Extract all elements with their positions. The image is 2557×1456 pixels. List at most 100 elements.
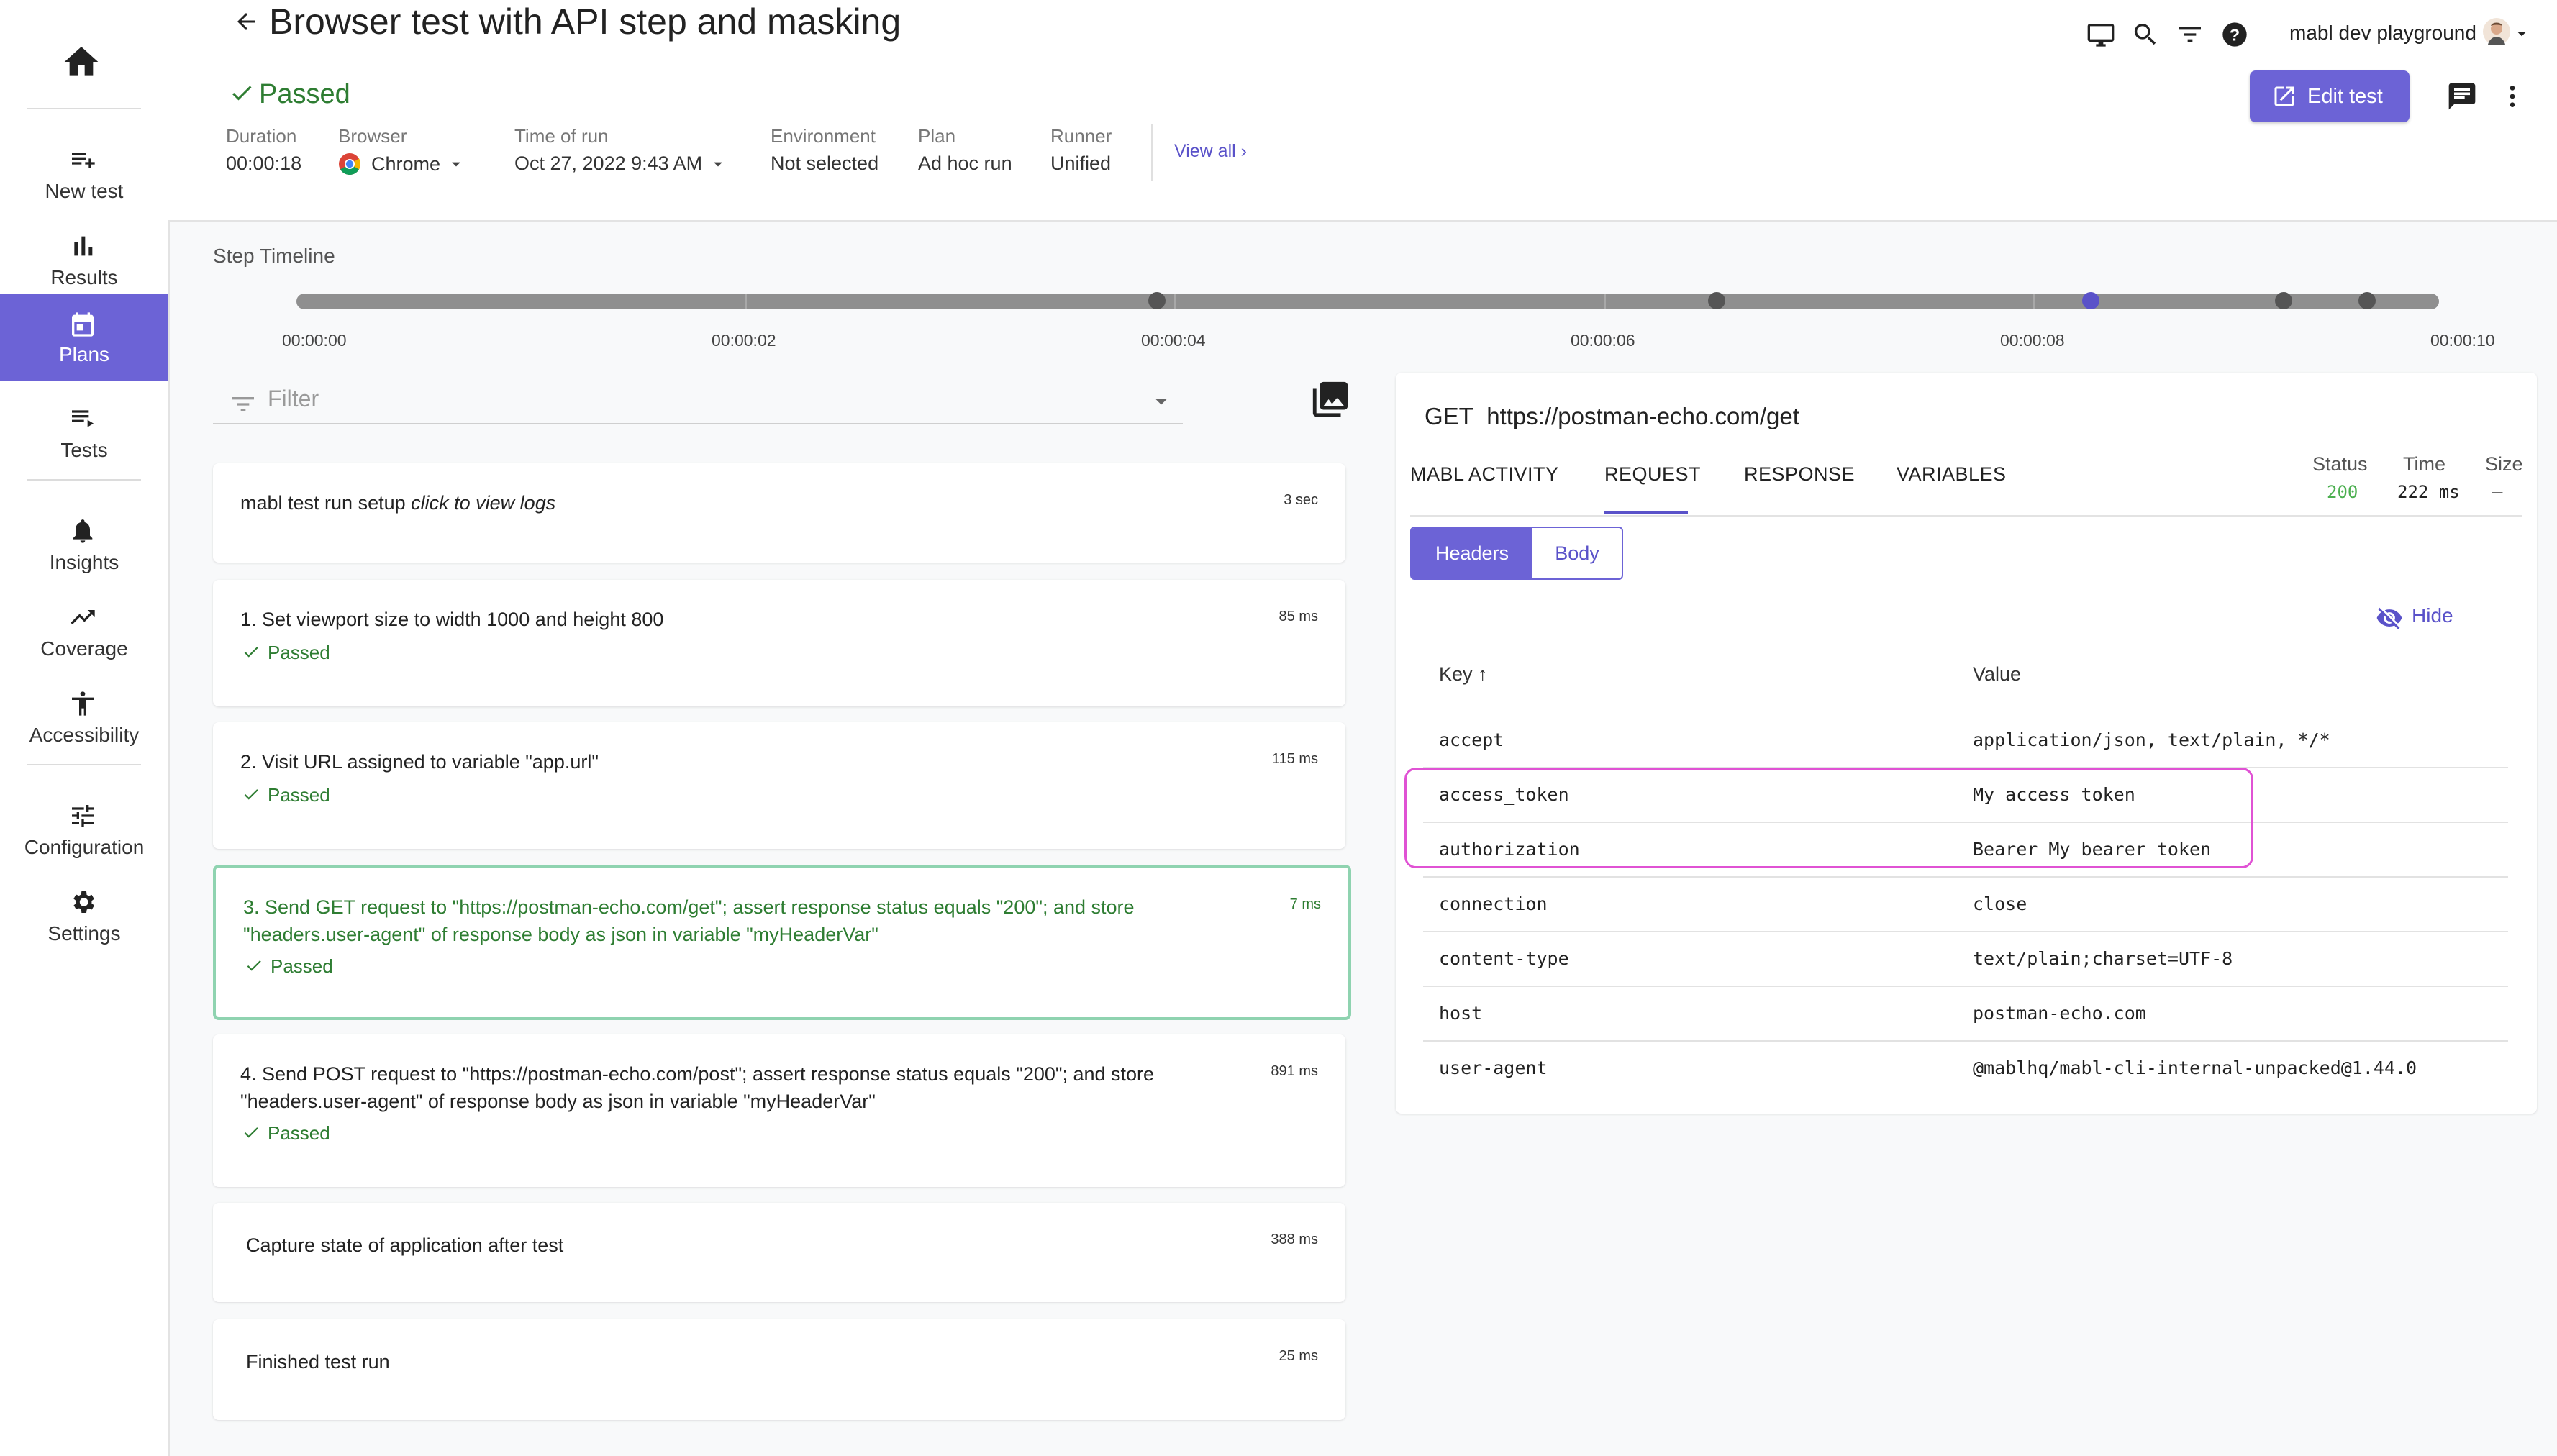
- timeline-marker[interactable]: [1148, 292, 1166, 309]
- tab-mabl-activity[interactable]: MABL ACTIVITY: [1410, 463, 1559, 485]
- header-value: postman-echo.com: [1973, 1003, 2146, 1024]
- step-card-finished[interactable]: Finished test run 25 ms: [213, 1319, 1345, 1420]
- step-text: mabl test run setup click to view logs: [240, 492, 556, 514]
- hide-label: Hide: [2412, 604, 2453, 627]
- active-tab-indicator: [1604, 511, 1688, 514]
- plan-label: Plan: [918, 125, 956, 147]
- list-icon: [68, 404, 97, 433]
- request-url: https://postman-echo.com/get: [1486, 403, 1799, 429]
- environment-label: Environment: [771, 125, 876, 147]
- step-duration: 891 ms: [1271, 1063, 1318, 1079]
- header-key: user-agent: [1439, 1057, 1548, 1078]
- trending-up-icon: [68, 603, 97, 632]
- step-text: 3. Send GET request to "https://postman-…: [243, 896, 1135, 945]
- visibility-off-icon: [2376, 607, 2402, 629]
- chevron-down-icon: [452, 162, 460, 167]
- timeline-track[interactable]: [296, 294, 2439, 309]
- browser-select[interactable]: Chrome: [338, 153, 466, 176]
- timeline-marker[interactable]: [1708, 292, 1725, 309]
- step-duration: 85 ms: [1278, 609, 1318, 624]
- search-icon[interactable]: [2131, 20, 2160, 49]
- step-card-selected[interactable]: 3. Send GET request to "https://postman-…: [213, 865, 1351, 1020]
- timeline-tick: 00:00:00: [282, 331, 347, 350]
- nav-divider: [27, 764, 141, 765]
- new-test-icon: [68, 145, 97, 174]
- check-icon: [244, 1127, 258, 1138]
- sidebar-item-accessibility[interactable]: Accessibility: [0, 676, 168, 760]
- step-duration: 25 ms: [1278, 1348, 1318, 1364]
- help-icon[interactable]: ?: [2220, 20, 2249, 49]
- hide-button[interactable]: Hide: [2376, 604, 2453, 629]
- more-vert-icon[interactable]: [2498, 82, 2527, 111]
- filter-list-icon[interactable]: [2176, 20, 2204, 49]
- header-key: access_token: [1439, 784, 1569, 805]
- step-text: 4. Send POST request to "https://postman…: [240, 1063, 1155, 1112]
- header-key: host: [1439, 1003, 1483, 1024]
- tab-response[interactable]: RESPONSE: [1744, 463, 1856, 485]
- page-title: Browser test with API step and masking: [269, 1, 901, 42]
- check-icon: [232, 86, 252, 101]
- step-card-setup[interactable]: mabl test run setup click to view logs 3…: [213, 463, 1345, 563]
- table-row: host postman-echo.com: [1423, 987, 2508, 1042]
- sidebar-item-plans[interactable]: Plans: [0, 294, 168, 381]
- environment-value: Not selected: [771, 153, 879, 174]
- step-status: Passed: [242, 784, 330, 806]
- timeline-tick: 00:00:08: [2000, 331, 2065, 350]
- screenshots-icon[interactable]: [1309, 378, 1351, 420]
- view-logs-link[interactable]: click to view logs: [411, 492, 556, 514]
- table-row: connection close: [1423, 878, 2508, 932]
- meta-divider: [1151, 124, 1153, 181]
- filter-list-icon: [232, 397, 254, 411]
- sidebar-item-settings[interactable]: Settings: [0, 875, 168, 958]
- step-status: Passed: [242, 642, 330, 664]
- check-icon: [244, 789, 258, 800]
- view-all-link[interactable]: View all ›: [1174, 141, 1247, 161]
- sidebar-item-results[interactable]: Results: [0, 219, 168, 302]
- table-row: authorization Bearer My bearer token: [1423, 823, 2508, 878]
- avatar[interactable]: [2482, 17, 2511, 46]
- home-icon[interactable]: [61, 42, 101, 82]
- body-toggle-button[interactable]: Body: [1555, 542, 1599, 564]
- sidebar-item-insights[interactable]: Insights: [0, 504, 168, 587]
- runner-label: Runner: [1050, 125, 1112, 147]
- tab-request[interactable]: REQUEST: [1604, 463, 1702, 485]
- step-card[interactable]: 1. Set viewport size to width 1000 and h…: [213, 580, 1345, 706]
- edit-test-button[interactable]: Edit test: [2250, 70, 2410, 122]
- tab-variables[interactable]: VARIABLES: [1897, 463, 2007, 485]
- header-key: accept: [1439, 729, 1504, 750]
- status-label: Status: [2312, 453, 2368, 475]
- sidebar-item-label: Insights: [49, 551, 119, 573]
- time-value: 222 ms: [2397, 482, 2460, 502]
- sidebar-item-coverage[interactable]: Coverage: [0, 590, 168, 673]
- sidebar-item-new-test[interactable]: New test: [0, 132, 168, 216]
- account-name[interactable]: mabl dev playground: [2289, 22, 2476, 44]
- monitor-icon[interactable]: [2086, 20, 2115, 49]
- headers-toggle-button[interactable]: Headers: [1412, 528, 1532, 578]
- header-value: close: [1973, 893, 2027, 914]
- step-card-capture[interactable]: Capture state of application after test …: [213, 1203, 1345, 1302]
- sidebar-item-tests[interactable]: Tests: [0, 391, 168, 475]
- headers-body-toggle: Headers Body: [1410, 527, 1623, 580]
- back-arrow-icon[interactable]: [233, 9, 259, 35]
- header-key: authorization: [1439, 839, 1580, 860]
- account-chevron-down-icon[interactable]: [2512, 24, 2531, 43]
- table-row: access_token My access token: [1423, 768, 2508, 823]
- comment-icon[interactable]: [2446, 81, 2476, 110]
- step-card[interactable]: 4. Send POST request to "https://postman…: [213, 1034, 1345, 1187]
- timeline-marker-selected[interactable]: [2082, 292, 2099, 309]
- step-duration: 7 ms: [1289, 896, 1321, 912]
- timeline-marker[interactable]: [2358, 292, 2376, 309]
- timeline-segment: [745, 294, 747, 309]
- header-value: Bearer My bearer token: [1973, 839, 2212, 860]
- sidebar-item-configuration[interactable]: Configuration: [0, 788, 168, 872]
- chevron-down-icon: [714, 162, 723, 166]
- time-select[interactable]: Oct 27, 2022 9:43 AM: [514, 153, 728, 175]
- timeline-marker[interactable]: [2275, 292, 2292, 309]
- sidebar: New test Results Plans Tests Insights Co…: [0, 0, 170, 1456]
- step-card[interactable]: 2. Visit URL assigned to variable "app.u…: [213, 722, 1345, 849]
- chrome-icon: [339, 153, 361, 176]
- filter-input[interactable]: Filter: [213, 378, 1183, 424]
- accessibility-icon: [68, 689, 97, 718]
- key-column-header[interactable]: Key ↑: [1439, 663, 1488, 685]
- timeline-tick: 00:00:04: [1141, 331, 1206, 350]
